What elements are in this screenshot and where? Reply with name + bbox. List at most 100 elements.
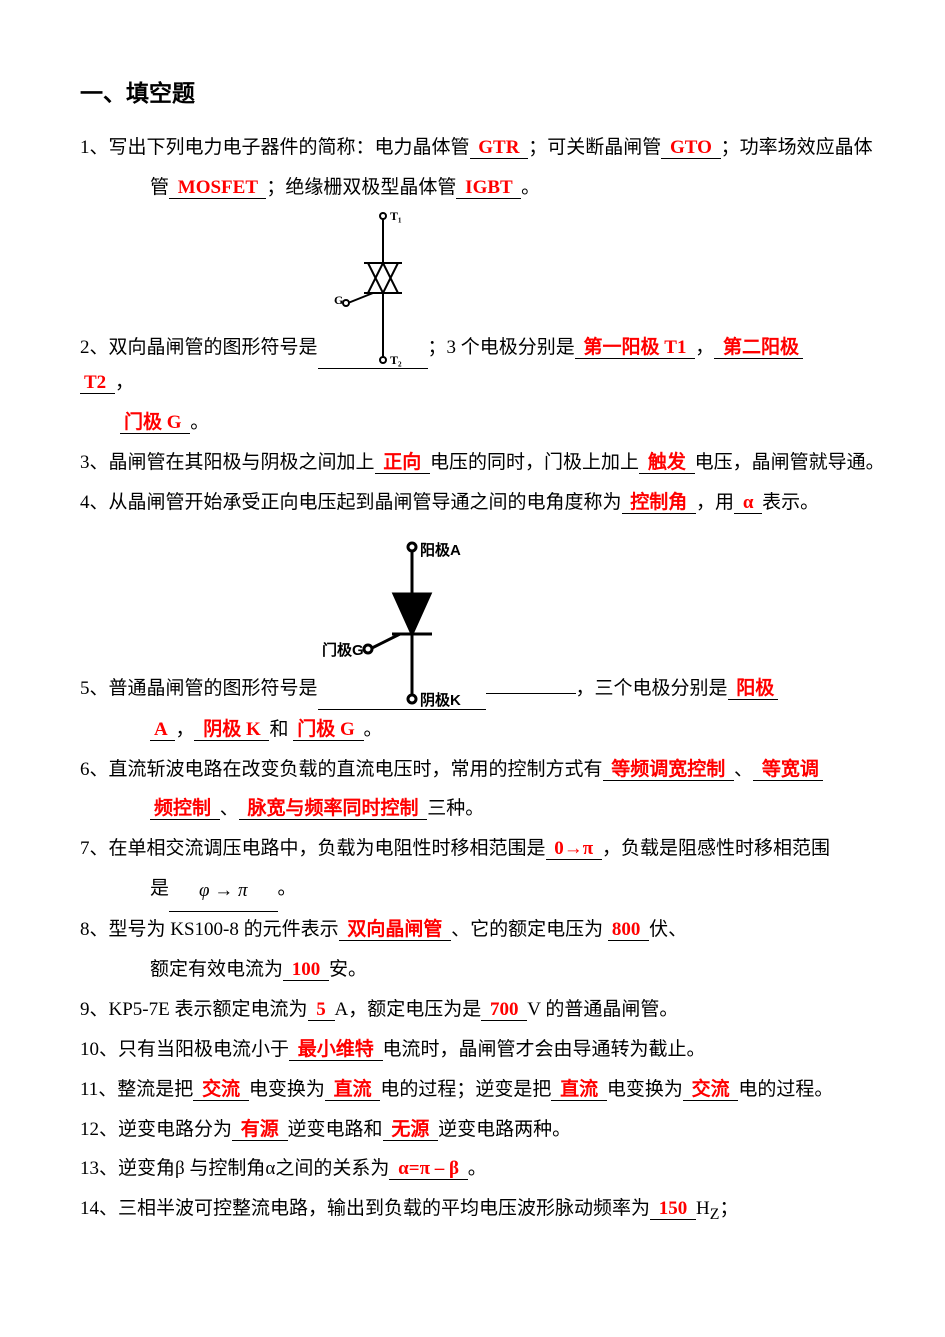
q4-t2: ，用 [696,492,734,513]
q7-formula: φ → π [169,871,278,912]
q3-t2: 电压的同时，门极上加上 [430,452,639,473]
q13-t2: 。 [468,1158,487,1179]
triac-g-label: G [334,293,343,307]
question-2-line2: T2 ， [80,363,945,403]
q9-t3: V 的普通晶闸管。 [527,999,678,1020]
q2-a3: 门极 G [120,412,190,434]
q1-l2-t2: ；绝缘栅双极型晶体管 [266,177,456,198]
q9-a2: 700 [481,999,527,1021]
q5-a1b: A [150,719,175,741]
q6-num: 6、 [80,759,109,780]
q3-a2: 触发 [639,452,695,474]
q7-l2-t1: 是 [150,878,169,899]
q5-t1: 普通晶闸管的图形符号是 [109,678,318,699]
question-8-line2: 额定有效电流为 100 安。 [80,950,945,990]
q14-t2: H [696,1198,710,1219]
q9-t2: A，额定电压为是 [335,999,482,1020]
q1-l2-t1: 管 [150,177,169,198]
q5-a1: 阳极 [728,678,779,700]
q1-num: 1、 [80,137,109,158]
q3-t1: 晶闸管在其阳极与阴极之间加上 [109,452,375,473]
question-7: 7、在单相交流调压电路中，负载为电阻性时移相范围是 0→π ，负载是阻感性时移相… [80,829,945,869]
triac-symbol: T₁ G T₂ [318,208,428,369]
q5-num: 5、 [80,678,109,699]
q11-t4: 电变换为 [607,1079,683,1100]
q8-a1: 双向晶闸管 [339,919,452,941]
q11-a3: 直流 [551,1079,607,1101]
q1-a2: GTO [661,137,720,159]
question-9: 9、KP5-7E 表示额定电流为 5 A，额定电压为是 700 V 的普通晶闸管… [80,990,945,1030]
q13-t1: 逆变角β 与控制角α之间的关系为 [118,1158,389,1179]
q14-a1: 150 [650,1198,696,1220]
question-12: 12、逆变电路分为 有源 逆变电路和 无源 逆变电路两种。 [80,1110,945,1150]
question-5-line2: A ， 阴极 K 和 门极 G 。 [80,710,945,750]
q10-a1: 最小维特 [289,1039,383,1061]
question-13: 13、逆变角β 与控制角α之间的关系为 α=π – β 。 [80,1149,945,1189]
q3-a1: 正向 [375,452,431,474]
q6-t3: 、 [220,798,239,819]
q10-num: 10、 [80,1039,118,1060]
q3-t3: 电压，晶闸管就导通。 [695,452,885,473]
q13-num: 13、 [80,1158,118,1179]
q8-l2-t1: 额定有效电流为 [150,959,283,980]
q14-num: 14、 [80,1198,118,1219]
q8-a3: 100 [283,959,329,981]
question-2-line3: 门极 G 。 [80,403,945,443]
q8-t3: 伏、 [649,919,687,940]
question-5: 5、普通晶闸管的图形符号是 阳极A 门极G 阴极K ，三个电极分别是 阳极 [80,539,945,710]
q12-t2: 逆变电路和 [288,1119,383,1140]
scr-a-label: 阳极A [420,541,461,559]
scr-symbol: 阳极A 门极G 阴极K [318,539,486,710]
q1-a4: IGBT [456,177,521,199]
q5-t4: 和 [269,719,293,740]
q6-a3: 脉宽与频率同时控制 [239,798,428,820]
q2-t3: ， [695,337,714,358]
q8-t1: 型号为 KS100-8 的元件表示 [109,919,339,940]
q8-num: 8、 [80,919,109,940]
question-1: 1、写出下列电力电子器件的简称：电力晶体管 GTR ；可关断晶闸管 GTO ；功… [80,128,945,168]
q9-num: 9、 [80,999,109,1020]
q2-a1: 第一阳极 T1 [575,337,695,359]
q4-t1: 从晶闸管开始承受正向电压起到晶闸管导通之间的电角度称为 [109,492,622,513]
q3-num: 3、 [80,452,109,473]
q1-t2: ；可关断晶闸管 [528,137,661,158]
scr-k-label: 阴极K [420,691,461,709]
q12-num: 12、 [80,1119,118,1140]
q4-a1: 控制角 [622,492,697,514]
q14-t1: 三相半波可控整流电路，输出到负载的平均电压波形脉动频率为 [118,1198,650,1219]
question-3: 3、晶闸管在其阳极与阴极之间加上 正向 电压的同时，门极上加上 触发 电压，晶闸… [80,443,945,483]
q5-t5: 。 [364,719,383,740]
question-4: 4、从晶闸管开始承受正向电压起到晶闸管导通之间的电角度称为 控制角 ，用 α 表… [80,483,945,523]
q6-a1: 等频调宽控制 [603,759,735,781]
q12-a1: 有源 [232,1119,288,1141]
q5-a3: 门极 G [293,719,363,741]
q10-t1: 只有当阳极电流小于 [118,1039,289,1060]
q10-t2: 电流时，晶闸管才会由导通转为截止。 [383,1039,706,1060]
q6-t2: 、 [734,759,753,780]
triac-t2-label: T₂ [390,353,402,367]
q8-a2: 800 [608,919,649,941]
q4-t3: 表示。 [762,492,819,513]
q5-t3: ， [175,719,194,740]
question-7-line2: 是φ → π。 [80,869,945,910]
q14-t3: ； [719,1198,738,1219]
q4-num: 4、 [80,492,109,513]
q6-a2b: 频控制 [150,798,220,820]
q11-a4: 交流 [683,1079,739,1101]
q5-blank-extra [486,693,576,694]
q5-t2: ，三个电极分别是 [576,678,728,699]
q1-t3: ；功率场效应晶体 [721,137,873,158]
q11-t5: 电的过程。 [738,1079,833,1100]
q9-t1: KP5-7E 表示额定电流为 [109,999,308,1020]
q9-a1: 5 [308,999,335,1021]
q2-t4: ， [115,372,134,393]
q12-a2: 无源 [383,1119,439,1141]
q14-sub: Z [710,1206,720,1223]
q11-a1: 交流 [193,1079,249,1101]
q12-t1: 逆变电路分为 [118,1119,232,1140]
q11-t2: 电变换为 [249,1079,325,1100]
q7-num: 7、 [80,838,109,859]
question-14: 14、三相半波可控整流电路，输出到负载的平均电压波形脉动频率为 150 HZ； [80,1189,945,1231]
q4-a2: α [734,492,762,514]
question-10: 10、只有当阳极电流小于 最小维特 电流时，晶闸管才会由导通转为截止。 [80,1030,945,1070]
